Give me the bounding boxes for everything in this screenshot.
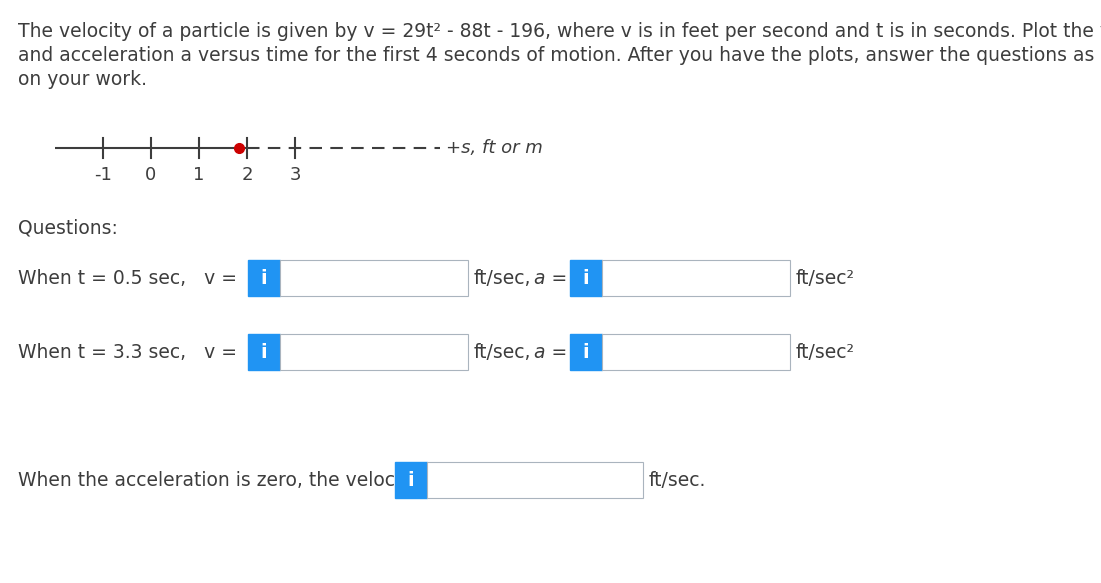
Text: 3: 3	[290, 166, 301, 184]
Bar	[248, 334, 280, 370]
Text: ft/sec,: ft/sec,	[475, 269, 532, 287]
Text: 0: 0	[145, 166, 156, 184]
Text: i: i	[582, 269, 589, 287]
Bar	[280, 334, 468, 370]
Text: i: i	[407, 470, 414, 490]
Text: 1: 1	[194, 166, 205, 184]
Text: 2: 2	[241, 166, 253, 184]
Text: When the acceleration is zero, the velocity is: When the acceleration is zero, the veloc…	[18, 470, 439, 490]
Text: ft/sec.: ft/sec.	[648, 470, 707, 490]
Bar	[602, 260, 791, 296]
Text: When t = 0.5 sec,   v =: When t = 0.5 sec, v =	[18, 269, 243, 287]
Text: When t = 3.3 sec,   v =: When t = 3.3 sec, v =	[18, 342, 243, 361]
Text: on your work.: on your work.	[18, 70, 148, 89]
Bar	[570, 334, 602, 370]
Text: Questions:: Questions:	[18, 218, 118, 237]
Bar	[427, 462, 643, 498]
Text: ft/sec²: ft/sec²	[796, 269, 855, 287]
Text: a =: a =	[534, 342, 567, 361]
Text: The velocity of a particle is given by v = 29t² - 88t - 196, where v is in feet : The velocity of a particle is given by v…	[18, 22, 1101, 41]
Text: ft/sec,: ft/sec,	[475, 342, 532, 361]
Bar	[570, 260, 602, 296]
Text: and acceleration a versus time for the first 4 seconds of motion. After you have: and acceleration a versus time for the f…	[18, 46, 1101, 65]
Bar	[395, 462, 427, 498]
Bar	[248, 260, 280, 296]
Text: a =: a =	[534, 269, 567, 287]
Text: +s, ft or m: +s, ft or m	[446, 139, 543, 157]
Text: ft/sec²: ft/sec²	[796, 342, 855, 361]
Bar	[280, 260, 468, 296]
Text: -1: -1	[94, 166, 112, 184]
Text: i: i	[261, 342, 268, 361]
Text: i: i	[261, 269, 268, 287]
Bar	[602, 334, 791, 370]
Text: i: i	[582, 342, 589, 361]
